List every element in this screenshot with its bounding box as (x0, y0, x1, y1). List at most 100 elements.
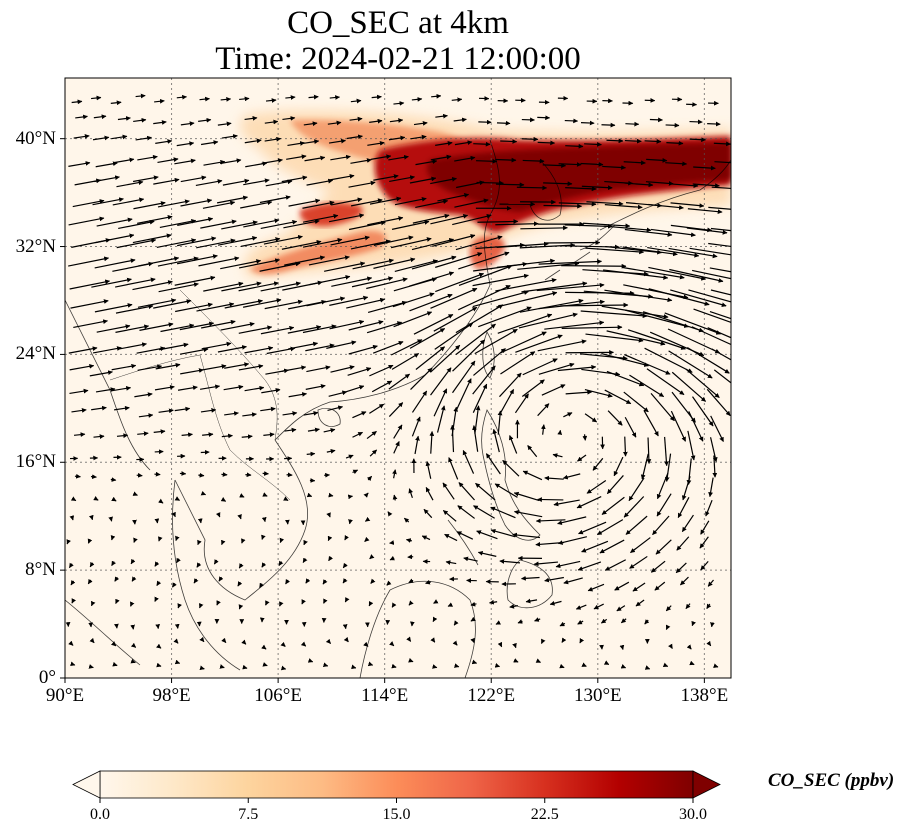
wind-arrow (342, 562, 348, 569)
wind-arrow (435, 140, 453, 146)
wind-arrow (180, 368, 204, 375)
wind-arrow (282, 411, 298, 416)
wind-arrow (135, 135, 152, 141)
wind-arrow (499, 559, 521, 564)
wind-arrow (497, 641, 503, 648)
wind-arrow (174, 406, 191, 412)
wind-arrow (139, 322, 174, 331)
wind-arrow (405, 538, 412, 543)
wind-arrow (408, 600, 414, 606)
wind-arrow (373, 174, 399, 181)
wind-arrow (329, 295, 369, 306)
wind-arrow (580, 120, 595, 126)
wind-arrow (92, 135, 110, 141)
wind-arrow (576, 496, 602, 509)
colorbar-tick-label: 0.0 (90, 806, 110, 823)
wind-arrow (181, 432, 193, 438)
wind-arrow (512, 532, 541, 539)
wind-arrow (521, 379, 545, 397)
wind-arrow (200, 140, 219, 146)
wind-arrow (198, 602, 204, 609)
wind-arrow (499, 372, 522, 398)
wind-arrow (558, 201, 597, 207)
wind-arrow (351, 276, 394, 288)
wind-arrow (95, 387, 116, 393)
wind-arrow (216, 195, 248, 204)
wind-arrow (500, 139, 518, 144)
wind-arrow (415, 346, 445, 370)
wind-arrow (553, 499, 580, 507)
wind-arrow (94, 303, 133, 313)
wind-arrow (667, 328, 721, 354)
wind-arrow (629, 555, 648, 569)
wind-arrow (159, 218, 197, 229)
wind-arrow (580, 310, 648, 319)
wind-arrow (261, 387, 281, 394)
wind-arrow (584, 413, 597, 423)
wind-arrow (303, 121, 318, 127)
lon-label: 90°E (45, 685, 85, 706)
wind-arrow (713, 369, 731, 384)
wind-arrow (447, 602, 454, 607)
wind-arrow (614, 581, 630, 591)
wind-arrow (93, 434, 105, 439)
wind-arrow (264, 136, 282, 142)
wind-arrow (72, 199, 105, 208)
wind-arrow (477, 550, 497, 557)
wind-arrow (624, 228, 673, 237)
wind-arrow (392, 494, 398, 501)
wind-arrow (394, 196, 427, 206)
wind-arrow (259, 582, 264, 589)
wind-arrow (577, 454, 587, 462)
wind-arrow (364, 536, 370, 542)
wind-arrow (654, 581, 666, 591)
wind-arrow (415, 159, 438, 166)
wind-arrow (623, 391, 649, 413)
wind-arrow (463, 556, 478, 562)
wind-arrow (714, 160, 731, 166)
wind-arrow (153, 177, 180, 185)
wind-arrow (69, 515, 75, 521)
wind-arrow (89, 561, 95, 568)
wind-arrow (508, 435, 518, 454)
wind-arrow (485, 453, 501, 475)
wind-arrow (670, 183, 699, 189)
colorbar-tick-label: 15.0 (382, 806, 411, 823)
wind-arrow (655, 539, 672, 555)
wind-arrow (393, 424, 403, 439)
wind-arrow (627, 329, 686, 350)
wind-arrow (495, 277, 557, 292)
wind-arrow (578, 521, 607, 535)
wind-arrow (350, 198, 383, 207)
wind-arrow (220, 497, 227, 502)
wind-arrow (264, 119, 279, 125)
wind-arrow (713, 141, 731, 147)
wind-arrow (692, 396, 714, 427)
wind-arrow (430, 637, 436, 643)
wind-arrow (640, 453, 649, 480)
wind-arrow (646, 437, 652, 464)
wind-arrow (455, 378, 472, 411)
wind-arrow (308, 255, 350, 266)
wind-arrow (157, 256, 199, 267)
wind-arrow (175, 557, 181, 564)
wind-arrow (241, 639, 247, 645)
wind-arrow (577, 619, 584, 625)
wind-arrow (96, 324, 131, 333)
wind-arrow (520, 225, 568, 231)
wind-arrow (110, 100, 122, 106)
wind-arrow (328, 555, 334, 562)
wind-arrow (624, 138, 642, 144)
wind-arrow (442, 482, 455, 500)
wind-arrow (649, 117, 663, 123)
wind-arrow (193, 578, 199, 584)
wind-arrow (288, 392, 307, 398)
wind-arrow (644, 347, 693, 373)
wind-arrow (700, 520, 710, 535)
colorbar (72, 770, 721, 803)
wind-arrow (260, 281, 301, 292)
wind-arrow (454, 663, 460, 668)
wind-arrow (557, 536, 588, 545)
wind-arrow (585, 333, 644, 343)
wind-arrow (388, 402, 404, 417)
